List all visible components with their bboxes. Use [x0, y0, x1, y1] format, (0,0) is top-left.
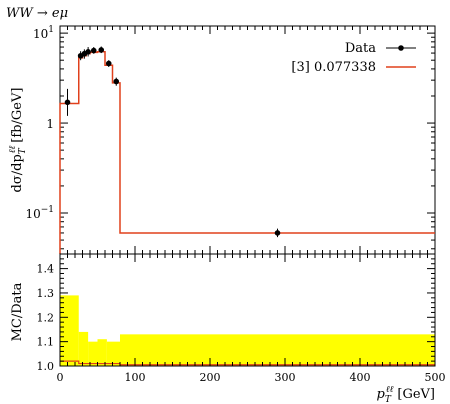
- ratio-uncertainty-band: [120, 334, 435, 366]
- ratio-y-tick-labels: 1.0 1.1 1.2 1.3 1.4: [37, 263, 55, 373]
- data-point: [90, 47, 97, 54]
- x-tick-label: 400: [350, 371, 371, 384]
- data-point: [64, 99, 71, 106]
- main-y-axis-label: dσ/dpTℓℓ [fb/GeV]: [8, 88, 28, 193]
- xlabel-main-text: p: [377, 387, 386, 402]
- main-ticks: [59, 26, 436, 254]
- ylabel-sup: ℓℓ: [8, 145, 18, 153]
- x-tick-label: 100: [125, 371, 146, 384]
- ratio-ticks: [59, 253, 436, 367]
- ratio-y-tick-label: 1.4: [37, 263, 55, 276]
- data-point: [113, 78, 120, 85]
- xlabel-sup: ℓℓ: [386, 385, 394, 395]
- ylabel-main-text: dσ/dp: [10, 154, 25, 192]
- main-y-tick-labels: 101 1 10−1: [25, 25, 54, 221]
- ratio-uncertainty-band: [60, 295, 79, 366]
- main-y-tick-label: 101: [33, 25, 54, 41]
- data-point: [85, 48, 91, 55]
- ratio-panel: 1.0 1.1 1.2 1.3 1.4 0 100 200 300 400 500 MC/Data…: [10, 253, 446, 404]
- ratio-uncertainty-band: [97, 339, 107, 366]
- ratio-band: [60, 295, 435, 366]
- main-panel: 101 1 10−1 dσ/dpTℓℓ [fb/GeV] Data [3] 0.077…: [8, 25, 436, 255]
- legend-label-data: Data: [345, 41, 376, 56]
- x-tick-label: 200: [200, 371, 221, 384]
- x-tick-label: 0: [57, 371, 64, 384]
- x-axis-label: pTℓℓ [GeV]: [377, 385, 435, 404]
- data-point: [274, 230, 281, 236]
- ylabel-unit: [fb/GeV]: [10, 88, 25, 143]
- ratio-y-tick-label: 1.3: [37, 287, 55, 300]
- xlabel-unit: [GeV]: [397, 387, 435, 402]
- ratio-y-tick-label: 1.0: [37, 360, 55, 373]
- main-y-tick-label: 1: [46, 117, 54, 131]
- x-tick-label: 300: [275, 371, 296, 384]
- main-y-tick-label: 10−1: [25, 205, 54, 221]
- ylabel-sub: T: [18, 147, 28, 154]
- data-point: [105, 60, 112, 67]
- legend-label-mc: [3] 0.077338: [291, 60, 376, 75]
- ratio-uncertainty-band: [88, 341, 98, 366]
- chart-title: WW → eμ: [6, 6, 68, 21]
- data-point: [98, 47, 105, 53]
- x-tick-label: 500: [425, 371, 446, 384]
- xlabel-sub: T: [385, 395, 392, 404]
- legend: Data [3] 0.077338: [291, 41, 416, 75]
- main-frame: [59, 25, 436, 255]
- ratio-uncertainty-band: [106, 341, 120, 366]
- legend-marker-data-point: [398, 45, 404, 51]
- ratio-y-axis-label: MC/Data: [10, 282, 25, 341]
- ratio-uncertainty-band: [78, 331, 89, 366]
- ratio-x-tick-labels: 0 100 200 300 400 500: [57, 371, 446, 384]
- ratio-y-tick-label: 1.2: [37, 311, 55, 324]
- main-series: [59, 46, 435, 254]
- ratio-y-tick-label: 1.1: [37, 336, 55, 349]
